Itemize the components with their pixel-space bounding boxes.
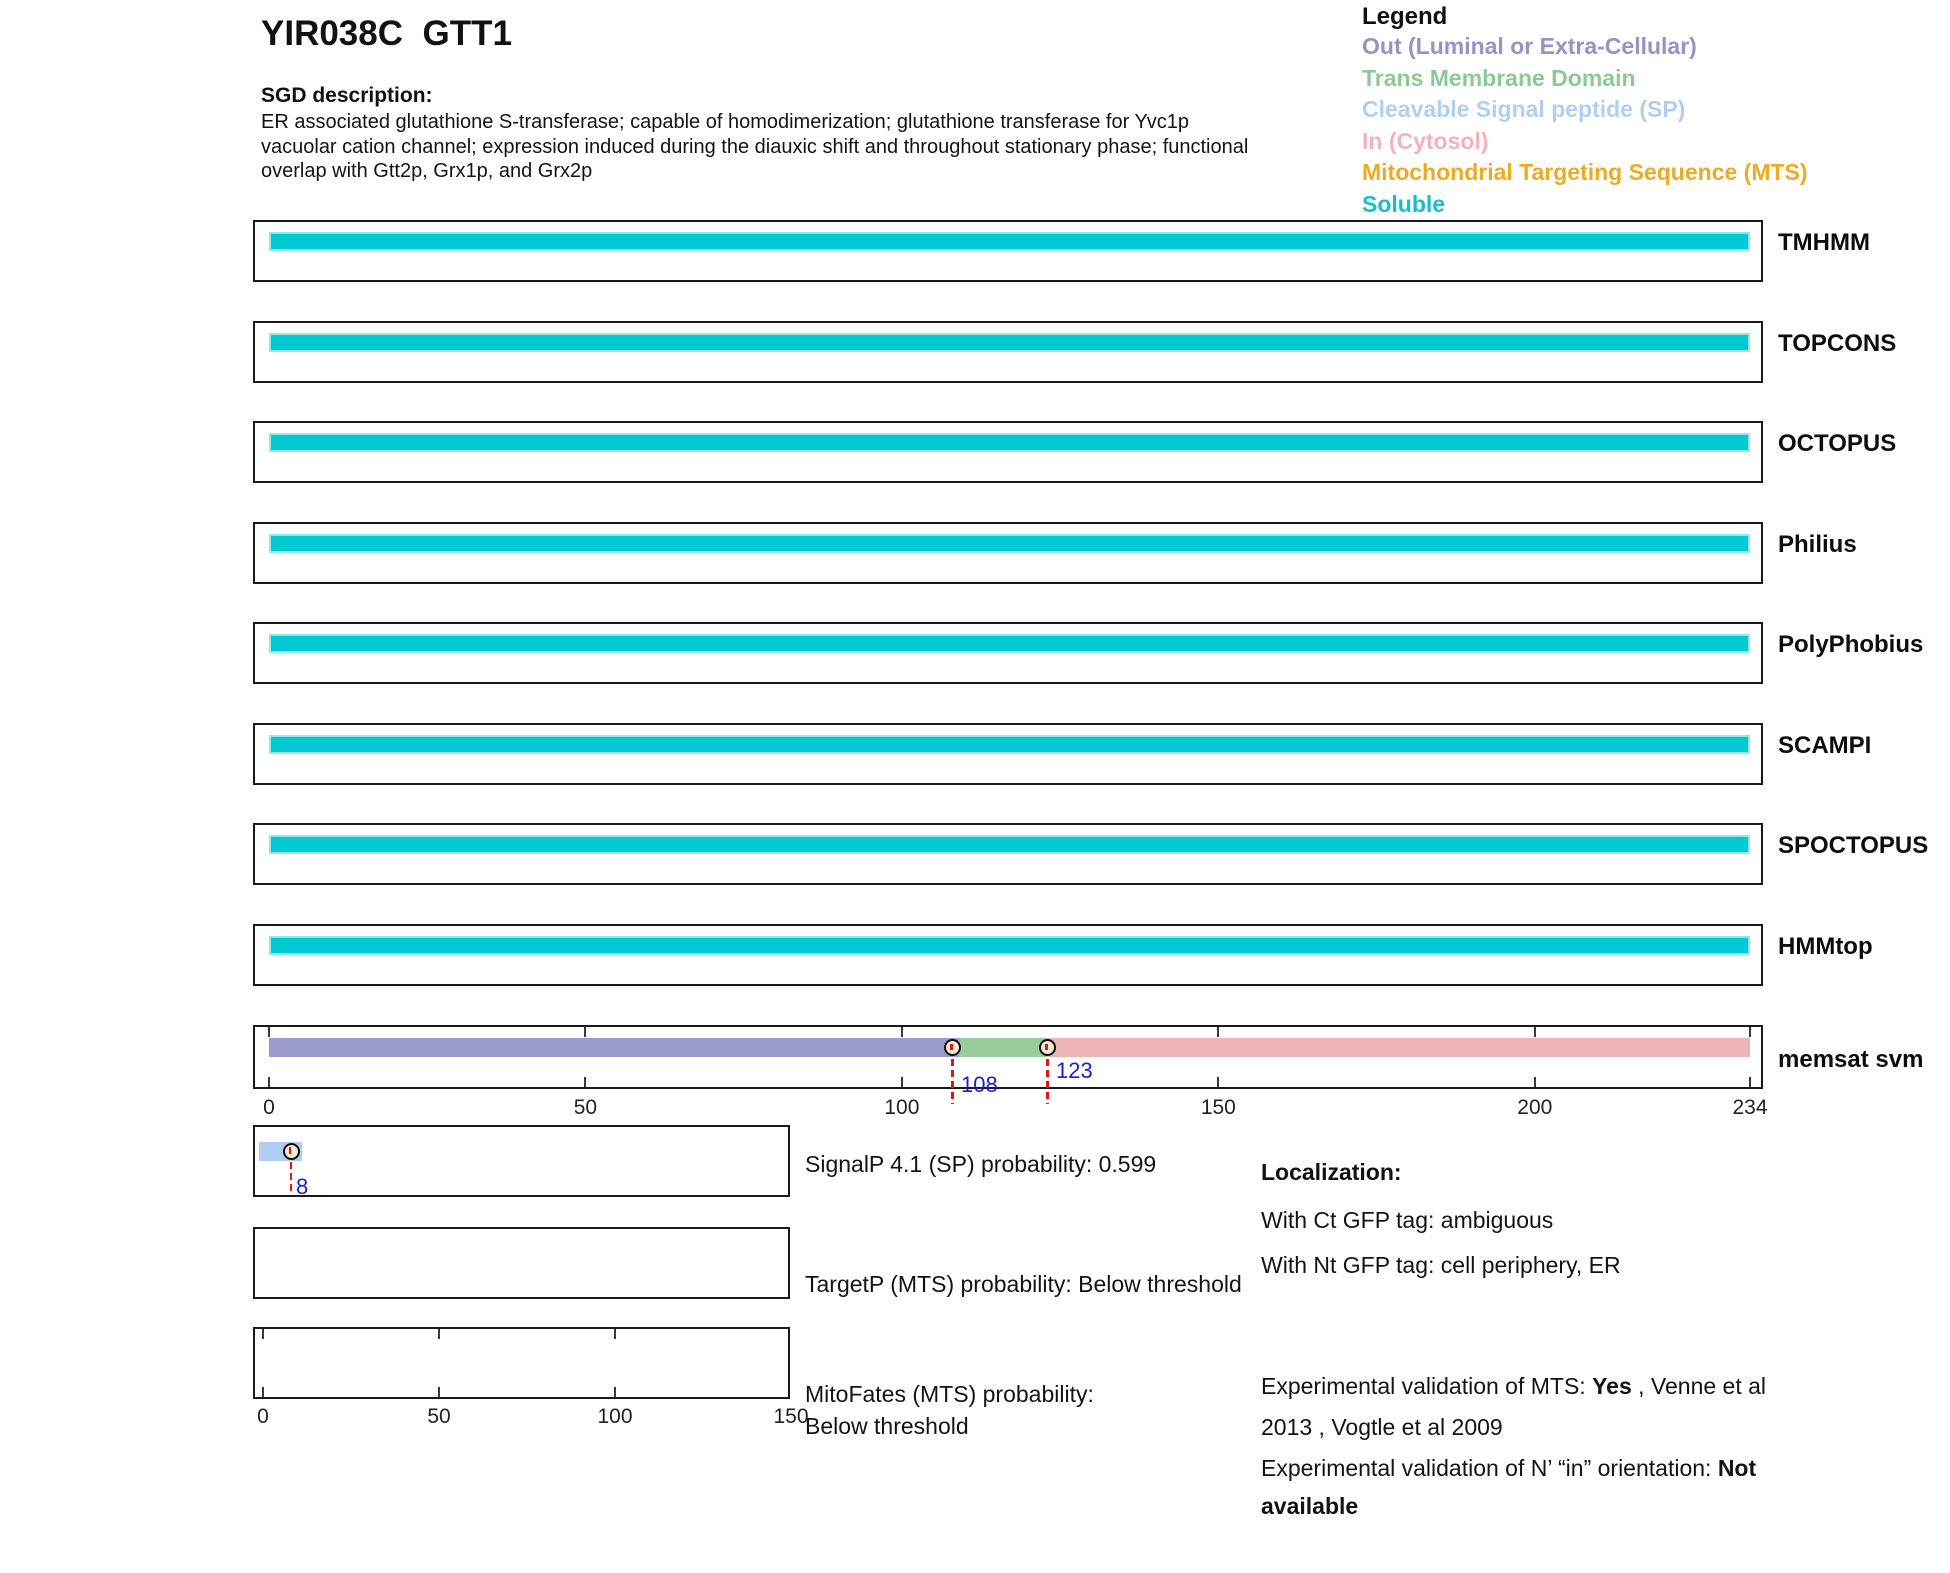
track-memsat-svm-segment-in [1041, 1038, 1750, 1057]
axis-tick-label: 234 [1732, 1096, 1768, 1119]
track-label-HMMtop: HMMtop [1778, 933, 1873, 960]
legend: Legend Out (Luminal or Extra-Cellular) Tr… [1362, 3, 1808, 220]
axis-tick [614, 1387, 616, 1397]
residue-marker-108 [944, 1039, 962, 1056]
legend-item-in: In (Cytosol) [1362, 127, 1489, 154]
axis-tick [584, 1077, 587, 1087]
axis-tick [584, 1027, 587, 1037]
signalp-marker-label: 8 [296, 1174, 309, 1199]
axis-tick [1533, 1027, 1536, 1037]
mts-validation-text: Experimental validation of MTS: Yes , Ve… [1261, 1366, 1783, 1448]
axis-tick [268, 1027, 270, 1037]
axis-tick [438, 1387, 440, 1397]
axis-tick [1217, 1077, 1220, 1087]
track-OCTOPUS-segment-soluble [269, 433, 1750, 452]
axis-tick-label: 100 [884, 1096, 920, 1119]
localization-ct-gfp: With Ct GFP tag: ambiguous [1261, 1207, 1554, 1233]
axis-tick-label: 150 [773, 1405, 809, 1428]
signalp-marker-dashline [289, 1151, 293, 1195]
sgd-description-label: SGD description: [261, 84, 433, 107]
axis-tick [1749, 1027, 1751, 1037]
track-SCAMPI-segment-soluble [269, 735, 1750, 754]
memsat-marker-label: 108 [961, 1072, 998, 1097]
track-TOPCONS-segment-soluble [269, 333, 1750, 352]
axis-tick-label: 50 [573, 1096, 598, 1119]
mts-validation-refs: , Venne et al 2013 , Vogtle et al 2009 [1261, 1373, 1767, 1440]
legend-items: Out (Luminal or Extra-Cellular) Trans Mem… [1362, 31, 1808, 220]
legend-item-sp: Cleavable Signal peptide (SP) [1362, 96, 1686, 122]
orientation-validation-prefix: Experimental validation of N’ “in” orien… [1261, 1455, 1718, 1481]
sgd-description-text: ER associated glutathione S-transferase;… [261, 111, 1249, 182]
memsat-marker-dashline [1046, 1047, 1049, 1104]
page-title: YIR038C GTT1 [261, 14, 512, 53]
axis-tick [900, 1077, 903, 1087]
axis-tick [1749, 1077, 1751, 1087]
prob-box-SignalP [253, 1125, 790, 1197]
legend-item-soluble: Soluble [1362, 190, 1446, 217]
localization-nt-gfp: With Nt GFP tag: cell periphery, ER [1261, 1252, 1621, 1278]
track-box-HMMtop [253, 924, 1763, 986]
axis-tick [262, 1387, 264, 1397]
memsat-marker-label: 123 [1056, 1058, 1093, 1083]
track-Philius-segment-soluble [269, 534, 1750, 553]
orientation-validation-text: Experimental validation of N’ “in” orien… [1261, 1449, 1783, 1525]
track-label-TOPCONS: TOPCONS [1778, 330, 1897, 357]
memsat-marker-dashline [951, 1047, 954, 1104]
legend-title: Legend [1362, 3, 1448, 30]
track-label-SPOCTOPUS: SPOCTOPUS [1778, 832, 1929, 859]
track-box-PolyPhobius [253, 622, 1763, 684]
legend-item-mts: Mitochondrial Targeting Sequence (MTS) [1362, 159, 1808, 185]
track-box-memsat-svm [253, 1025, 1763, 1089]
track-label-OCTOPUS: OCTOPUS [1778, 430, 1897, 457]
track-box-SCAMPI [253, 723, 1763, 785]
track-box-TOPCONS [253, 321, 1763, 383]
track-HMMtop-segment-soluble [269, 936, 1750, 955]
axis-tick-label: 150 [1200, 1096, 1236, 1119]
prob-box-TargetP [253, 1227, 790, 1299]
axis-tick [614, 1329, 616, 1339]
signalp-caption: SignalP 4.1 (SP) probability: 0.599 [805, 1151, 1157, 1177]
legend-item-tm: Trans Membrane Domain [1362, 64, 1636, 91]
mts-validation-prefix: Experimental validation of MTS: [1261, 1373, 1593, 1399]
axis-tick-label: 200 [1517, 1096, 1553, 1119]
track-label-TMHMM: TMHMM [1778, 229, 1870, 256]
mitofates-caption: MitoFates (MTS) probability: Below thres… [805, 1381, 1094, 1439]
legend-item-out: Out (Luminal or Extra-Cellular) [1362, 33, 1697, 59]
track-label-SCAMPI: SCAMPI [1778, 732, 1872, 759]
track-memsat-svm-segment-out [269, 1038, 959, 1057]
track-SPOCTOPUS-segment-soluble [269, 835, 1750, 854]
axis-tick [438, 1329, 440, 1339]
track-box-Philius [253, 522, 1763, 584]
axis-tick [1217, 1027, 1220, 1037]
axis-tick [268, 1077, 270, 1087]
targetp-caption: TargetP (MTS) probability: Below thresho… [805, 1271, 1242, 1297]
prob-box-MitoFates [253, 1327, 790, 1399]
track-memsat-svm-segment-tm [952, 1038, 1048, 1057]
axis-tick-label: 0 [263, 1096, 275, 1119]
track-label-Philius: Philius [1778, 531, 1857, 558]
axis-tick-label: 50 [427, 1405, 451, 1428]
residue-marker-8 [282, 1142, 300, 1160]
track-label-PolyPhobius: PolyPhobius [1778, 631, 1924, 658]
axis-tick-label: 100 [597, 1405, 633, 1428]
axis-tick [900, 1027, 903, 1037]
axis-tick [1533, 1077, 1536, 1087]
track-label-memsat-svm: memsat svm [1778, 1046, 1924, 1073]
track-PolyPhobius-segment-soluble [269, 634, 1750, 653]
track-TMHMM-segment-soluble [269, 232, 1750, 251]
track-box-TMHMM [253, 220, 1763, 282]
track-box-OCTOPUS [253, 421, 1763, 483]
axis-tick-label: 0 [257, 1405, 269, 1428]
orientation-validation-result: Not available [1261, 1455, 1757, 1519]
residue-marker-123 [1038, 1039, 1056, 1056]
mts-validation-result: Yes [1592, 1373, 1632, 1399]
axis-tick [262, 1329, 264, 1339]
track-box-SPOCTOPUS [253, 823, 1763, 885]
localization-title: Localization: [1261, 1159, 1402, 1185]
